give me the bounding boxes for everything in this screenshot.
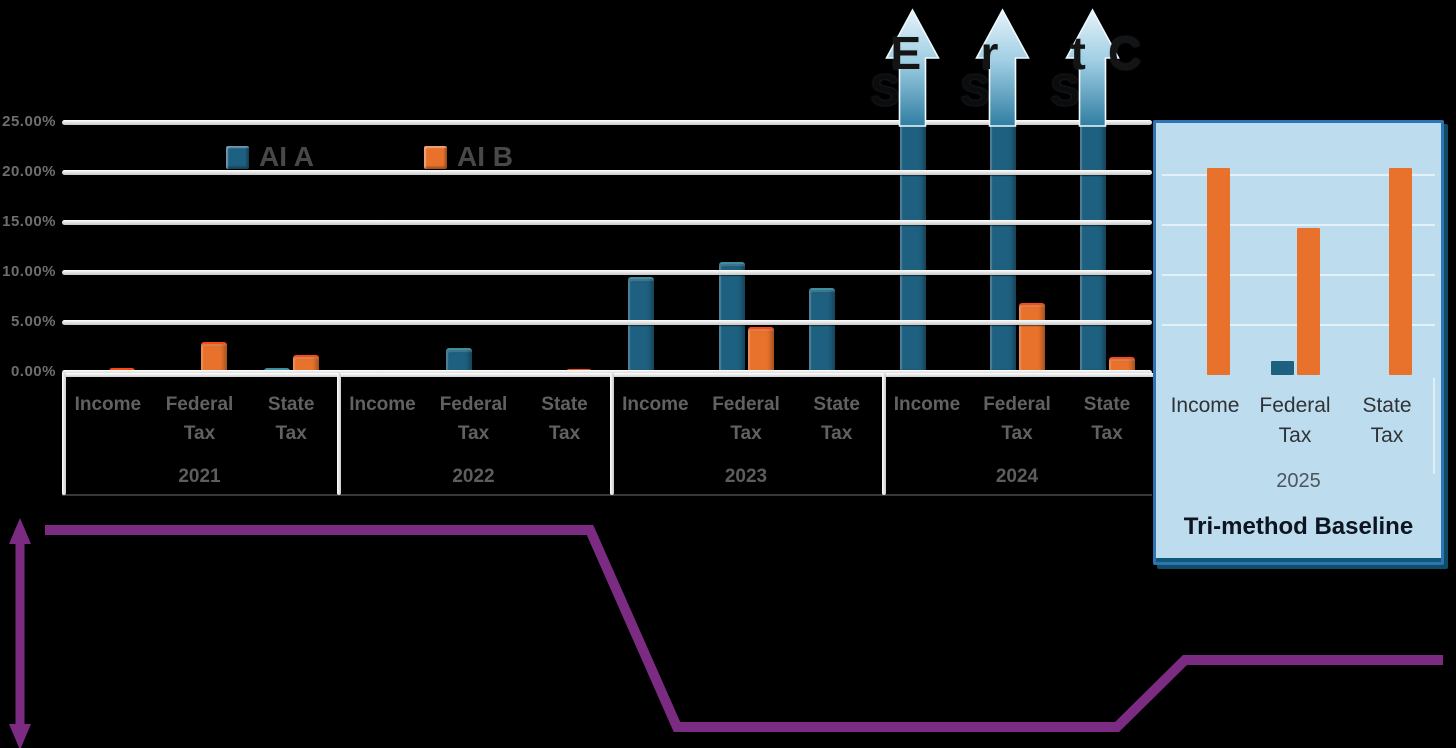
category-label: Income	[349, 394, 416, 415]
obscured-text-fragment: r	[980, 27, 999, 79]
callout-category-label: State Tax	[1362, 394, 1412, 447]
y-axis-label: 15.00%	[2, 213, 56, 230]
category-label: Federal Tax	[712, 394, 780, 444]
category-label: State Tax	[541, 394, 588, 444]
category-label: Income	[74, 394, 142, 415]
gridline	[62, 220, 1152, 225]
year-label: 2024	[995, 466, 1039, 487]
group-separator	[882, 373, 886, 495]
legend-item-ai-a: AI A	[226, 141, 314, 173]
gridline	[62, 120, 1152, 125]
y-axis-label: 0.00%	[10, 363, 56, 380]
chart-legend: AI A AI B	[226, 141, 513, 173]
y-axis-label: 20.00%	[2, 163, 56, 180]
category-label: Federal Tax	[983, 394, 1051, 444]
gridline	[62, 370, 1152, 375]
bar-orange	[1108, 357, 1135, 374]
bar-orange	[292, 355, 319, 374]
year-label: 2023	[724, 466, 768, 487]
bar-blue	[718, 262, 745, 374]
category-label: Income	[622, 394, 689, 415]
callout-gridline	[1162, 224, 1435, 226]
category-label: State Tax	[813, 394, 860, 444]
year-label: 2021	[178, 466, 221, 487]
legend-label-ai-a: AI A	[259, 141, 314, 172]
group-separator	[337, 373, 341, 495]
gridline	[62, 270, 1152, 275]
category-label: Federal Tax	[439, 394, 508, 444]
bar-orange	[1296, 228, 1320, 375]
bar-orange	[747, 327, 774, 374]
bar-orange	[1018, 303, 1045, 374]
group-separator	[62, 373, 66, 495]
callout-year-label: 2025	[1276, 470, 1321, 492]
legend-label-ai-b: AI B	[456, 141, 513, 172]
range-arrow-down-icon	[9, 724, 31, 748]
bar-blue offchart	[989, 108, 1016, 372]
bar-blue offchart	[1079, 108, 1106, 372]
y-axis-label: 10.00%	[2, 263, 56, 280]
year-label: 2022	[452, 466, 495, 487]
bar-orange	[1388, 168, 1412, 375]
category-label: State Tax	[1083, 394, 1131, 444]
category-label: Income	[893, 394, 961, 415]
category-table-bottom	[62, 494, 1152, 496]
bar-blue	[809, 288, 836, 374]
category-label: State Tax	[267, 394, 315, 444]
callout-category-label: Income	[1170, 394, 1240, 417]
category-axis-line	[62, 373, 1153, 377]
legend-item-ai-b: AI B	[423, 141, 513, 173]
callout-gridline	[1162, 174, 1435, 176]
bar-blue	[446, 348, 472, 374]
bar-blue	[1270, 361, 1294, 375]
bar-orange	[1206, 168, 1230, 375]
callout-title: Tri-method Baseline	[1183, 513, 1414, 540]
bar-orange	[201, 342, 227, 374]
gridline	[62, 320, 1152, 325]
obscured-text-fragment: E	[890, 27, 922, 79]
callout-axis-separator	[1433, 378, 1435, 474]
baseline-callout-box: Income Federal Tax State Tax 2025 Tri-method…	[1153, 120, 1444, 565]
legend-swatch-ai-a	[226, 145, 249, 169]
legend-swatch-ai-b	[423, 145, 447, 169]
range-arrow-up-icon	[9, 518, 31, 544]
y-axis-label: 5.00%	[10, 313, 56, 330]
obscured-text-fragment: tC	[1070, 27, 1164, 79]
callout-category-label: Federal Tax	[1259, 394, 1331, 447]
bar-blue offchart	[899, 108, 926, 372]
gridline	[62, 170, 1152, 175]
bar-blue	[627, 277, 654, 374]
y-axis-label: 25.00%	[2, 113, 56, 130]
category-label: Federal Tax	[165, 394, 234, 444]
group-separator	[610, 373, 614, 495]
